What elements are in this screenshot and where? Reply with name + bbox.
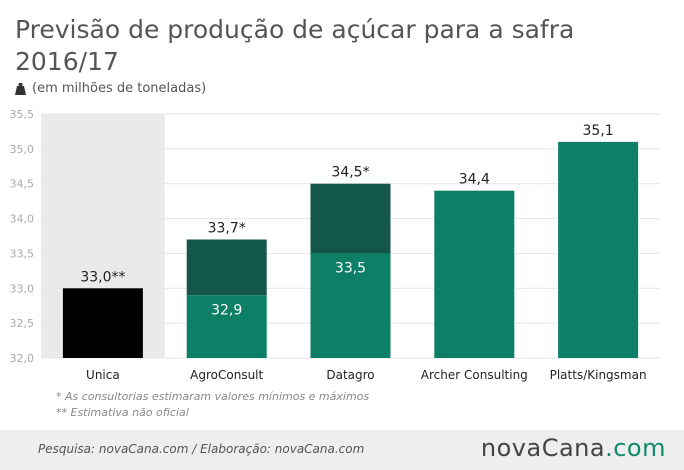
logo-tld: com	[613, 434, 666, 462]
bar-top-label: 33,7*	[208, 220, 246, 236]
footnote-1: * As consultorias estimaram valores míni…	[56, 390, 370, 403]
bar-inner-label: 33,5	[335, 260, 366, 276]
bar-top-label: 34,4	[459, 172, 490, 188]
footer: Pesquisa: novaCana.com / Elaboração: nov…	[0, 430, 684, 470]
logo-main: novaCana	[480, 434, 606, 462]
bar-min-segment	[558, 141, 639, 358]
bar-max-segment	[186, 239, 267, 296]
bar-top-label: 33,0**	[80, 269, 125, 285]
x-category-label: AgroConsult	[190, 368, 263, 382]
x-category-label: Datagro	[326, 368, 374, 382]
y-tick-label: 33,5	[10, 247, 35, 260]
novacana-logo: novaCana.com	[481, 434, 666, 462]
source-text: Pesquisa: novaCana.com / Elaboração: nov…	[38, 442, 365, 456]
chart-title: Previsão de produção de açúcar para a sa…	[15, 15, 575, 76]
y-tick-label: 33,0	[10, 282, 35, 295]
x-category-label: Unica	[86, 368, 120, 382]
y-tick-label: 34,0	[10, 213, 35, 226]
unit-subtitle: (em milhões de toneladas)	[15, 81, 206, 96]
x-category-label: Platts/Kingsman	[550, 368, 647, 382]
bar-min-segment	[186, 295, 267, 358]
y-tick-label: 32,0	[10, 352, 35, 365]
y-tick-label: 35,5	[10, 108, 35, 121]
bar-unica	[62, 288, 143, 358]
bar-min-segment	[434, 190, 515, 358]
x-category-label: Archer Consulting	[421, 368, 528, 382]
bar-inner-label: 32,9	[211, 302, 242, 318]
bar-max-segment	[310, 183, 391, 254]
bar-top-label: 35,1	[583, 123, 614, 139]
bar-top-label: 34,5*	[331, 165, 369, 181]
footnote-2: ** Estimativa não oficial	[56, 406, 189, 419]
y-tick-label: 34,5	[10, 178, 35, 191]
chart-card: Previsão de produção de açúcar para a sa…	[0, 0, 684, 430]
bar-min-segment	[310, 253, 391, 358]
unit-label: (em milhões de toneladas)	[32, 81, 207, 96]
bar-chart: 32,0 32,5 33,0 33,5 34,0 34,5 35,0 35,5 33,0** Un…	[10, 108, 660, 382]
y-tick-label: 32,5	[10, 317, 35, 330]
footnotes: * As consultorias estimaram valores míni…	[56, 389, 369, 421]
weight-icon	[15, 82, 26, 95]
logo-dot: .	[605, 434, 614, 462]
y-tick-label: 35,0	[10, 143, 35, 156]
